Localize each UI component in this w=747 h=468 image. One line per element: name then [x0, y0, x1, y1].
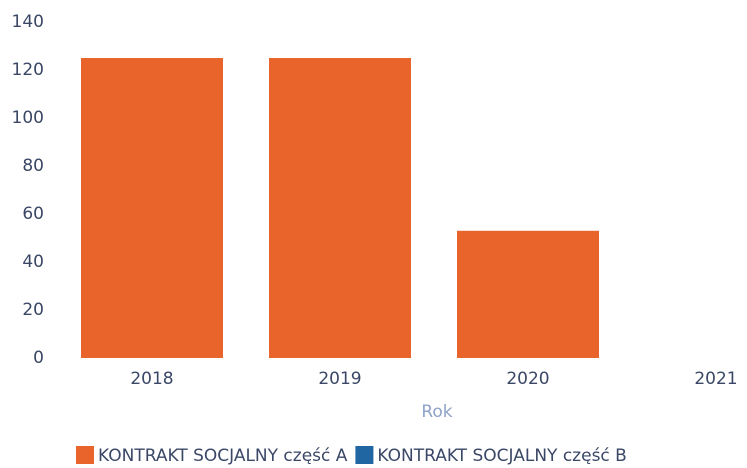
x-tick-label: 2018: [130, 369, 173, 389]
legend-swatch: [355, 446, 374, 464]
bar: [81, 58, 223, 358]
legend-label: KONTRAKT SOCJALNY część B: [377, 446, 626, 466]
legend-swatch: [76, 446, 94, 464]
y-tick-label: 60: [22, 204, 44, 224]
y-tick-label: 80: [22, 156, 44, 176]
y-tick-label: 100: [12, 108, 44, 128]
x-axis-title: Rok: [421, 402, 452, 422]
y-tick-label: 120: [12, 60, 44, 80]
x-tick-label: 2020: [506, 369, 549, 389]
y-tick-label: 40: [22, 252, 44, 272]
x-tick-label: 2021: [694, 369, 737, 389]
y-tick-label: 20: [22, 300, 44, 320]
x-tick-label: 2019: [318, 369, 361, 389]
bar: [457, 230, 599, 358]
bar: [269, 58, 411, 358]
y-tick-label: 140: [12, 12, 44, 32]
legend-label: KONTRAKT SOCJALNY część A: [98, 446, 348, 466]
y-tick-label: 0: [33, 348, 44, 368]
